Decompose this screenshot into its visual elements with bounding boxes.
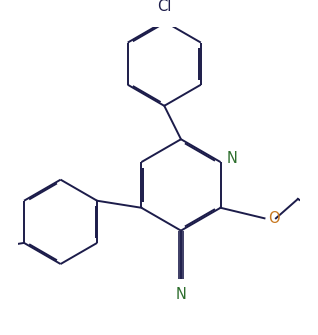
Text: Cl: Cl bbox=[157, 0, 171, 14]
Text: N: N bbox=[227, 151, 238, 166]
Text: N: N bbox=[176, 287, 186, 302]
Text: O: O bbox=[268, 211, 280, 226]
